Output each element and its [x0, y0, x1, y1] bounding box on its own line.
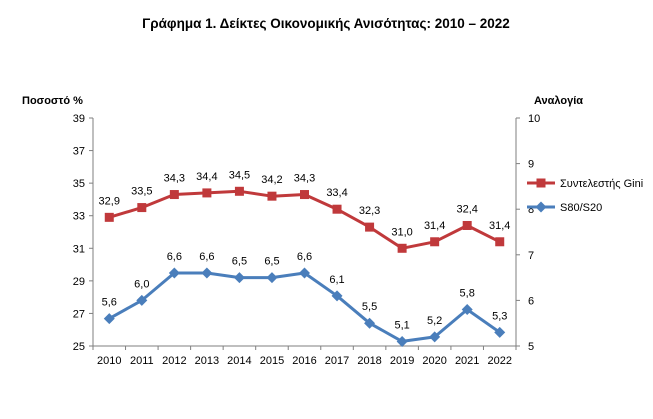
- x-tick-label: 2020: [422, 355, 446, 367]
- legend-item: Συντελεστής Gini: [527, 178, 643, 190]
- data-label: 34,4: [196, 171, 217, 183]
- data-point-marker: [430, 237, 440, 247]
- data-label: 6,1: [329, 274, 344, 286]
- data-label: 32,3: [359, 205, 380, 217]
- legend: Συντελεστής Gini S80/S20: [527, 178, 643, 214]
- data-point-marker: [462, 220, 472, 230]
- x-tick-label: 2022: [487, 355, 511, 367]
- y-axis-left-title: Ποσοστό %: [22, 95, 83, 107]
- y-left-tick-label: 35: [73, 178, 85, 190]
- data-point-marker: [461, 304, 473, 316]
- data-point-marker: [364, 317, 376, 329]
- data-point-marker: [233, 272, 245, 284]
- y-right-tick-label: 7: [528, 250, 534, 262]
- y-left-tick-label: 33: [73, 211, 85, 223]
- y-left-tick-label: 37: [73, 146, 85, 158]
- data-point-marker: [202, 188, 212, 198]
- y-left-tick-label: 39: [73, 113, 85, 125]
- y-left-tick-label: 31: [73, 243, 85, 255]
- data-label: 31,4: [424, 220, 445, 232]
- x-tick-label: 2016: [292, 355, 316, 367]
- y-axis-left-ticks: 25 27 29 31 33 35 37 39: [73, 113, 93, 353]
- x-tick-label: 2013: [195, 355, 219, 367]
- data-label: 31,0: [391, 226, 412, 238]
- series-gini: 32,9 33,5 34,3 34,4 34,5 34,2 34,3 33,4 32,3 31,0…: [99, 169, 510, 253]
- data-point-marker: [331, 290, 343, 302]
- data-label: 5,2: [427, 315, 442, 327]
- x-tick-label: 2012: [162, 355, 186, 367]
- data-label: 6,6: [297, 251, 312, 263]
- data-point-marker: [299, 267, 310, 279]
- data-point-marker: [234, 186, 244, 196]
- data-label: 31,4: [489, 220, 510, 232]
- series-s80-s20: 5,6 6,0 6,6 6,6 6,5 6,5 6,6 6,1 5,5 5,1 5,2 5,8 5,3: [102, 251, 507, 347]
- data-point-marker: [267, 191, 277, 201]
- x-axis-ticks: 2010 2011 2012 2013 2014 2015 2016 2017 2018 2019…: [92, 346, 517, 367]
- data-point-marker: [169, 190, 179, 200]
- legend-marker: [536, 178, 546, 188]
- x-tick-label: 2018: [357, 355, 381, 367]
- data-label: 32,4: [456, 203, 477, 215]
- data-point-marker: [266, 272, 278, 284]
- data-label: 5,5: [362, 301, 377, 313]
- data-label: 34,5: [229, 169, 250, 181]
- data-label: 6,6: [199, 251, 214, 263]
- x-tick-label: 2015: [260, 355, 284, 367]
- data-label: 34,2: [261, 174, 282, 186]
- y-right-tick-label: 8: [528, 204, 534, 216]
- y-right-tick-label: 9: [528, 159, 534, 171]
- data-label: 34,3: [164, 173, 185, 185]
- data-point-marker: [494, 326, 506, 338]
- y-left-tick-label: 29: [73, 276, 85, 288]
- x-tick-label: 2019: [390, 355, 414, 367]
- data-label: 5,1: [394, 319, 409, 331]
- data-point-marker: [168, 267, 180, 279]
- data-point-marker: [365, 222, 375, 232]
- y-axis-right-ticks: 5 6 7 8 9 10: [516, 113, 540, 353]
- y-right-tick-label: 10: [528, 113, 540, 125]
- data-point-marker: [495, 237, 505, 247]
- x-tick-label: 2010: [97, 355, 121, 367]
- y-left-tick-label: 27: [73, 308, 85, 320]
- data-label: 6,5: [232, 256, 247, 268]
- x-tick-label: 2014: [227, 355, 251, 367]
- series-line: [108, 271, 501, 343]
- data-point-marker: [300, 190, 309, 200]
- data-label: 34,3: [294, 173, 315, 185]
- x-tick-label: 2017: [325, 355, 349, 367]
- y-left-tick-label: 25: [73, 341, 85, 353]
- y-right-tick-label: 5: [528, 341, 534, 353]
- data-label: 6,5: [264, 256, 279, 268]
- chart-title: Γράφημα 1. Δείκτες Οικονομικής Ανισότητα…: [142, 16, 510, 31]
- data-label: 33,5: [131, 186, 152, 198]
- data-label: 5,6: [102, 297, 117, 309]
- legend-label: Συντελεστής Gini: [560, 178, 643, 190]
- legend-item: S80/S20: [527, 201, 602, 214]
- data-label: 33,4: [326, 187, 347, 199]
- data-point-marker: [104, 212, 114, 222]
- data-point-marker: [429, 331, 441, 343]
- series-group: 32,9 33,5 34,3 34,4 34,5 34,2 34,3 33,4 32,3 31,0…: [99, 169, 510, 347]
- data-label: 5,3: [492, 310, 507, 322]
- data-point-marker: [201, 267, 213, 279]
- data-point-marker: [332, 204, 342, 214]
- data-label: 5,8: [460, 288, 475, 300]
- y-right-tick-label: 6: [528, 295, 534, 307]
- data-label: 32,9: [99, 195, 120, 207]
- legend-label: S80/S20: [560, 202, 602, 214]
- data-point-marker: [103, 313, 115, 325]
- data-label: 6,6: [167, 251, 182, 263]
- y-axis-right-title: Αναλογία: [534, 95, 583, 107]
- x-tick-label: 2011: [130, 355, 154, 367]
- data-point-marker: [396, 335, 408, 347]
- data-point-marker: [136, 294, 148, 306]
- x-tick-label: 2021: [455, 355, 479, 367]
- data-point-marker: [397, 243, 407, 253]
- data-label: 6,0: [134, 278, 149, 290]
- legend-marker: [535, 201, 547, 213]
- data-point-marker: [137, 203, 147, 213]
